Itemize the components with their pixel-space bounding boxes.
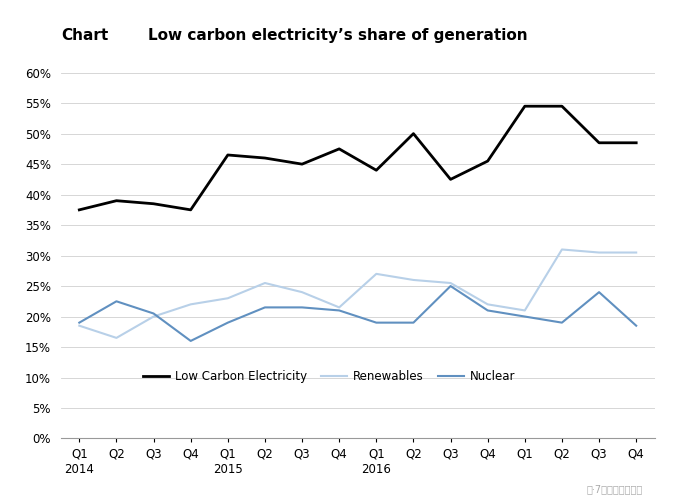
Low Carbon Electricity <box>261 155 269 161</box>
Renewables <box>223 295 232 301</box>
Renewables <box>632 249 640 256</box>
Renewables <box>409 277 417 283</box>
Renewables <box>483 301 491 307</box>
Renewables <box>261 280 269 286</box>
Nuclear <box>298 304 306 310</box>
Low Carbon Electricity <box>335 146 343 152</box>
Renewables <box>521 307 529 313</box>
Renewables <box>447 280 455 286</box>
Renewables <box>373 271 381 277</box>
Line: Renewables: Renewables <box>80 249 636 338</box>
Line: Low Carbon Electricity: Low Carbon Electricity <box>80 106 636 210</box>
Nuclear <box>632 323 640 329</box>
Low Carbon Electricity <box>373 167 381 173</box>
Nuclear <box>112 298 120 304</box>
Renewables <box>75 323 84 329</box>
Low Carbon Electricity <box>409 131 417 137</box>
Low Carbon Electricity <box>632 140 640 146</box>
Nuclear <box>373 320 381 326</box>
Nuclear <box>223 320 232 326</box>
Renewables <box>335 304 343 310</box>
Low Carbon Electricity <box>447 176 455 182</box>
Nuclear <box>521 313 529 320</box>
Low Carbon Electricity <box>149 201 157 207</box>
Renewables <box>558 246 566 253</box>
Nuclear <box>261 304 269 310</box>
Low Carbon Electricity <box>595 140 603 146</box>
Low Carbon Electricity <box>186 207 194 213</box>
Text: Chart: Chart <box>61 28 108 43</box>
Text: 二·7国际能源小数据: 二·7国际能源小数据 <box>587 484 643 494</box>
Low Carbon Electricity <box>223 152 232 158</box>
Low Carbon Electricity <box>112 198 120 204</box>
Text: Low carbon electricity’s share of generation: Low carbon electricity’s share of genera… <box>148 28 528 43</box>
Nuclear <box>75 320 84 326</box>
Nuclear <box>409 320 417 326</box>
Low Carbon Electricity <box>75 207 84 213</box>
Renewables <box>298 289 306 295</box>
Nuclear <box>335 307 343 313</box>
Nuclear <box>483 307 491 313</box>
Low Carbon Electricity <box>558 103 566 109</box>
Nuclear <box>558 320 566 326</box>
Low Carbon Electricity <box>483 158 491 164</box>
Renewables <box>186 301 194 307</box>
Nuclear <box>149 310 157 317</box>
Low Carbon Electricity <box>521 103 529 109</box>
Line: Nuclear: Nuclear <box>80 286 636 341</box>
Nuclear <box>447 283 455 289</box>
Nuclear <box>186 338 194 344</box>
Nuclear <box>595 289 603 295</box>
Legend: Low Carbon Electricity, Renewables, Nuclear: Low Carbon Electricity, Renewables, Nucl… <box>138 365 520 388</box>
Renewables <box>595 249 603 256</box>
Renewables <box>149 313 157 320</box>
Renewables <box>112 335 120 341</box>
Low Carbon Electricity <box>298 161 306 167</box>
